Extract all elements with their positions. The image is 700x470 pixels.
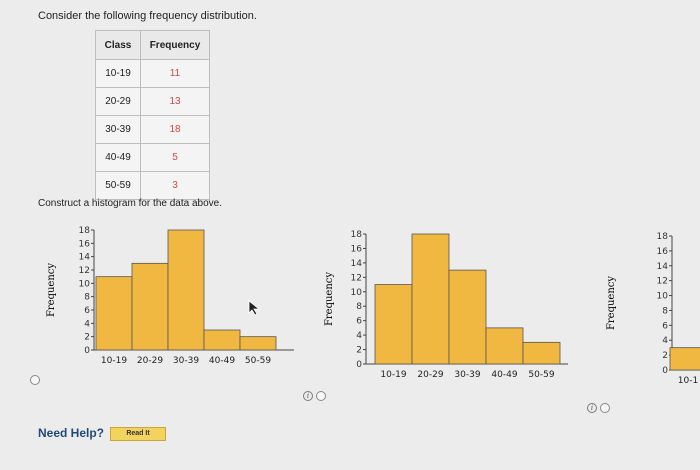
option-b-controls: i [303, 391, 326, 401]
class-cell: 10-19 [95, 59, 141, 88]
y-tick-label: 0 [356, 360, 362, 370]
read-it-button[interactable]: Read It [110, 427, 166, 441]
frequency-table: Class Frequency 10-19 11 20-29 13 30-39 … [95, 30, 210, 200]
histogram-bar [131, 262, 169, 351]
y-tick-label: 12 [351, 273, 362, 283]
y-tick-label: 4 [84, 319, 90, 329]
y-tick-label: 10 [657, 292, 669, 302]
frequency-cell: 5 [140, 143, 210, 172]
y-tick-label: 18 [351, 230, 363, 240]
histogram-bar [239, 336, 277, 351]
y-tick-label: 8 [662, 306, 668, 316]
histogram-bar [485, 327, 524, 365]
histogram-bar [167, 229, 205, 351]
histogram-bar [522, 341, 561, 365]
histogram-bar [203, 329, 241, 351]
frequency-cell: 18 [140, 115, 210, 144]
histogram-bar [374, 284, 413, 365]
class-header: Class [95, 30, 141, 60]
y-axis-label: Frequency [606, 276, 617, 330]
histogram-option-c: Frequency 0 2 4 6 8 10 12 14 16 18 10-1 [606, 232, 700, 386]
y-tick-label: 8 [84, 293, 90, 303]
class-cell: 50-59 [95, 171, 141, 200]
histogram-bar [95, 276, 133, 351]
y-axis-label: Frequency [324, 272, 335, 326]
mouse-cursor-icon [248, 300, 262, 321]
histogram-option-b: Frequency 0 2 4 6 8 10 12 14 16 18 10-19 20-29 30-39 4… [324, 230, 568, 380]
table-row: 40-49 5 [95, 143, 210, 172]
histogram-option-a: Frequency 0 2 4 6 8 10 12 14 16 18 10-19 20-29 30-39 4… [46, 226, 294, 366]
y-tick-label: 12 [79, 266, 90, 276]
class-cell: 40-49 [95, 143, 141, 172]
histogram-bar [448, 269, 487, 365]
y-tick-label: 10 [79, 279, 91, 289]
y-tick-label: 6 [84, 306, 90, 316]
x-category-label: 10-19 [101, 356, 127, 366]
table-row: 30-39 18 [95, 115, 210, 144]
histogram-instruction: Construct a histogram for the data above… [38, 198, 222, 209]
y-tick-label: 14 [657, 262, 669, 272]
histogram-bar [669, 347, 700, 371]
frequency-header: Frequency [140, 30, 210, 60]
y-tick-label: 14 [351, 259, 363, 269]
table-row: 20-29 13 [95, 87, 210, 116]
class-cell: 20-29 [95, 87, 141, 116]
y-tick-label: 6 [662, 321, 668, 331]
y-tick-label: 18 [657, 232, 669, 242]
class-cell: 30-39 [95, 115, 141, 144]
x-category-label: 50-59 [245, 356, 271, 366]
x-category-label: 20-29 [417, 370, 443, 380]
y-tick-label: 4 [356, 331, 362, 341]
table-row: 50-59 3 [95, 171, 210, 200]
y-axis-label: Frequency [46, 263, 57, 317]
y-tick-label: 2 [356, 346, 362, 356]
x-category-label: 30-39 [454, 370, 480, 380]
y-tick-label: 0 [662, 366, 668, 376]
histogram-bar [411, 233, 450, 365]
frequency-cell: 3 [140, 171, 210, 200]
y-tick-label: 2 [662, 351, 668, 361]
question-prompt: Consider the following frequency distrib… [38, 10, 257, 22]
x-category-label: 40-49 [209, 356, 235, 366]
need-help-label: Need Help? [38, 426, 105, 440]
y-tick-label: 10 [351, 288, 363, 298]
info-icon[interactable]: i [303, 391, 313, 401]
y-tick-label: 6 [356, 317, 362, 327]
frequency-cell: 13 [140, 87, 210, 116]
option-a-radio[interactable] [30, 375, 40, 385]
table-header-row: Class Frequency [95, 30, 210, 60]
y-tick-label: 12 [657, 277, 668, 287]
y-tick-label: 4 [662, 336, 668, 346]
y-tick-label: 16 [351, 244, 363, 254]
x-category-label: 30-39 [173, 356, 199, 366]
table-row: 10-19 11 [95, 59, 210, 88]
x-category-label: 10-19 [380, 370, 406, 380]
y-tick-label: 0 [84, 346, 90, 356]
option-c-controls: i [587, 403, 610, 413]
info-icon[interactable]: i [587, 403, 597, 413]
y-tick-label: 18 [79, 226, 91, 236]
option-b-radio[interactable] [316, 391, 326, 401]
option-c-radio[interactable] [600, 403, 610, 413]
y-tick-label: 16 [79, 239, 91, 249]
y-tick-label: 2 [84, 333, 90, 343]
frequency-cell: 11 [140, 59, 210, 88]
y-tick-label: 8 [356, 302, 362, 312]
x-category-label: 20-29 [137, 356, 163, 366]
y-tick-label: 14 [79, 253, 91, 263]
x-category-label: 50-59 [528, 370, 554, 380]
x-category-label: 10-1 [678, 376, 698, 386]
x-category-label: 40-49 [491, 370, 517, 380]
y-tick-label: 16 [657, 247, 669, 257]
